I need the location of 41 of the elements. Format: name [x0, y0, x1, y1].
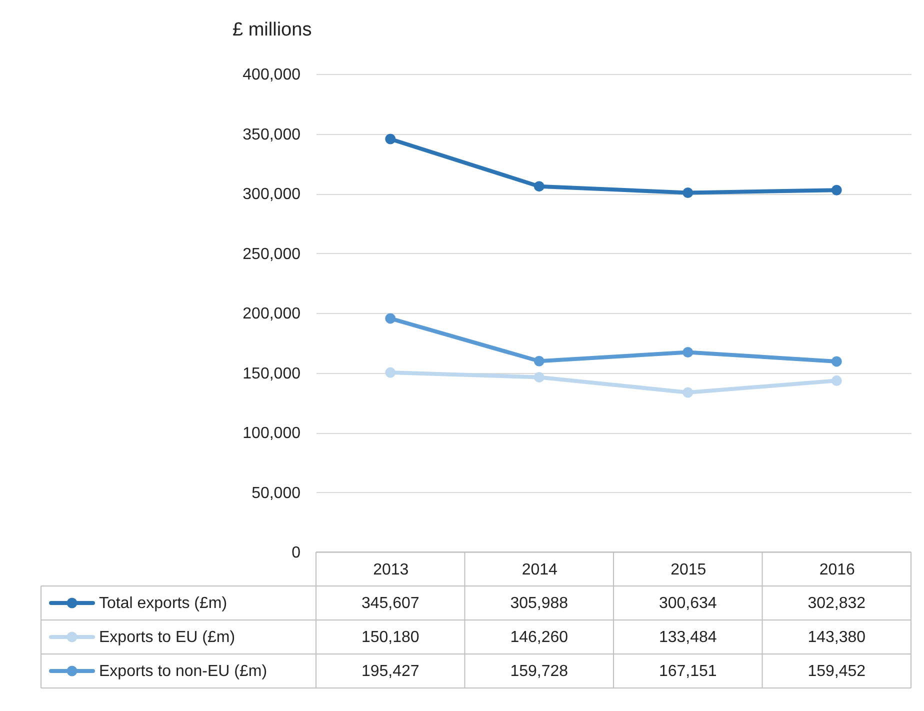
data-label: 302,832 [808, 595, 866, 612]
legend-label: Total exports (£m) [99, 595, 228, 612]
data-label: 345,607 [361, 595, 420, 612]
data-label: 195,427 [361, 663, 420, 680]
x-tick-label: 2016 [819, 562, 856, 578]
data-label: 159,452 [808, 663, 866, 680]
y-tick-label: 200,000 [242, 306, 301, 322]
y-tick-label: 400,000 [242, 66, 301, 84]
data-label: 143,380 [808, 629, 866, 646]
point [682, 347, 694, 358]
y-tick-label: 100,000 [242, 425, 301, 442]
data-label: 167,151 [658, 663, 717, 680]
y-tick-label: 300,000 [242, 186, 301, 203]
point [831, 375, 842, 386]
point [831, 184, 842, 196]
data-label: 305,988 [510, 595, 568, 612]
point [385, 134, 396, 144]
point [534, 356, 544, 366]
point [831, 356, 842, 367]
y-tick-label: 250,000 [242, 246, 301, 263]
point [682, 188, 694, 198]
data-label: 150,180 [361, 629, 420, 646]
point [534, 181, 544, 192]
legend-label: Exports to non-EU (£m) [99, 663, 268, 680]
data-label: 300,634 [658, 595, 717, 612]
x-tick-label: 2013 [373, 562, 409, 578]
x-tick-label: 2014 [522, 562, 558, 578]
y-tick-label: 150,000 [242, 365, 301, 382]
point [385, 367, 396, 378]
point [682, 387, 694, 398]
y-tick-label: 0 [292, 544, 301, 562]
y-tick-label: 350,000 [242, 126, 301, 144]
data-label: 146,260 [510, 629, 568, 646]
point [534, 372, 544, 382]
legend-label: Exports to EU (£m) [99, 629, 236, 646]
data-label: 133,484 [658, 629, 717, 646]
data-label: 159,728 [510, 663, 568, 680]
x-tick-label: 2015 [670, 562, 706, 578]
point [385, 313, 396, 324]
y-axis-title: £ millions [232, 20, 312, 40]
y-tick-label: 50,000 [252, 484, 301, 502]
